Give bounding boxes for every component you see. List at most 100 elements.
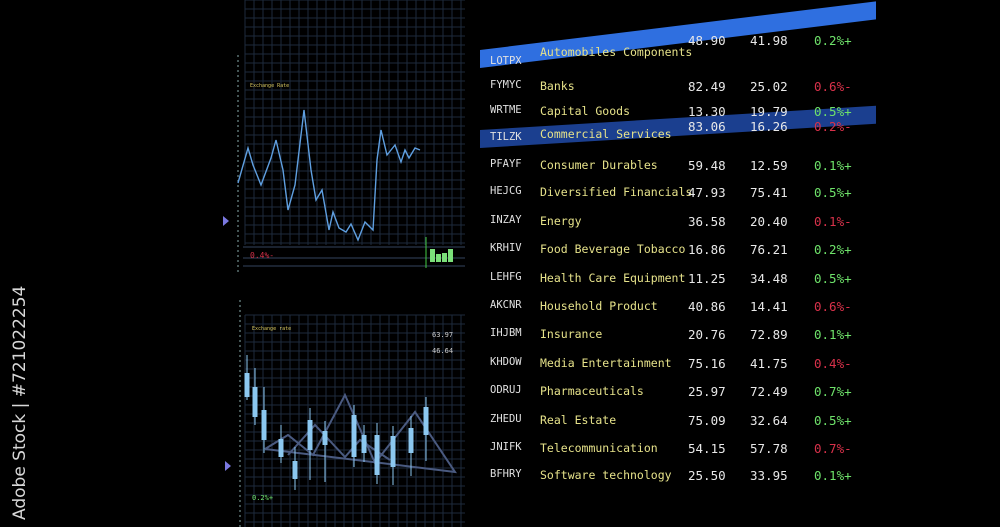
table-row[interactable]: PFAYF Consumer Durables 59.48 12.59 0.1%+ (480, 158, 880, 178)
bottom-chart-change: 0.2%+ (252, 494, 273, 502)
change-cell: 0.2%+ (814, 33, 852, 48)
table-row[interactable]: ZHEDU Real Estate 75.09 32.64 0.5%+ (480, 413, 880, 433)
table-row[interactable]: JNIFK Telecommunication 54.15 57.78 0.7%- (480, 441, 880, 461)
change-cell: 0.4%- (814, 356, 852, 371)
sector-quotes-table: LOTPX Automobiles Components 48.90 41.98 0.2… (480, 0, 880, 527)
value-cell: 34.48 (750, 271, 788, 286)
change-cell: 0.5%+ (814, 271, 852, 286)
bottom-chart-value-high: 63.97 (432, 331, 453, 339)
candle-body (361, 435, 367, 453)
candle-body (390, 436, 396, 467)
candle-body (244, 373, 250, 397)
change-cell: 0.1%+ (814, 327, 852, 342)
triangle-right-icon[interactable] (225, 461, 231, 471)
ticker-cell: TILZK (490, 131, 522, 143)
sector-name-cell: Telecommunication (540, 441, 658, 455)
sector-name-cell: Real Estate (540, 413, 617, 427)
price-cell: 75.09 (688, 413, 726, 428)
ticker-cell: WRTME (490, 104, 522, 116)
ticker-cell: LOTPX (490, 55, 522, 67)
candlestick-series (244, 355, 429, 490)
sector-name-cell: Diversified Financials (540, 185, 693, 199)
bottom-chart-grid (244, 314, 465, 527)
price-cell: 59.48 (688, 158, 726, 173)
table-row[interactable]: ODRUJ Pharmaceuticals 25.97 72.49 0.7%+ (480, 384, 880, 404)
table-row[interactable]: BFHRY Software technology 25.50 33.95 0.1%+ (480, 468, 880, 488)
sector-name-cell: Insurance (540, 327, 603, 341)
change-cell: 0.2%+ (814, 242, 852, 257)
bar-chart-icon (425, 237, 453, 268)
candle-body (307, 420, 313, 450)
top-chart-panel: Exchange Rate 0.4%- (223, 0, 465, 272)
ticker-cell: INZAY (490, 214, 522, 226)
table-row[interactable]: HEJCG Diversified Financials 47.93 75.41 0.5… (480, 185, 880, 205)
price-cell: 20.76 (688, 327, 726, 342)
value-cell: 76.21 (750, 242, 788, 257)
table-row[interactable]: WRTME Capital Goods 13.30 19.79 0.5%+ (480, 104, 880, 124)
change-cell: 0.5%+ (814, 104, 852, 119)
value-cell: 19.79 (750, 104, 788, 119)
ticker-cell: JNIFK (490, 441, 522, 453)
table-row[interactable]: KRHIV Food Beverage Tobacco 16.86 76.21 0.2%… (480, 242, 880, 262)
table-row[interactable]: LEHFG Health Care Equipment 11.25 34.48 0.5%… (480, 271, 880, 291)
price-cell: 25.97 (688, 384, 726, 399)
ticker-cell: FYMYC (490, 79, 522, 91)
value-cell: 20.40 (750, 214, 788, 229)
top-chart-change: 0.4%- (250, 251, 274, 260)
sector-name-cell: Software technology (540, 468, 672, 482)
value-cell: 57.78 (750, 441, 788, 456)
sector-name-cell: Media Entertainment (540, 356, 672, 370)
ticker-cell: BFHRY (490, 468, 522, 480)
candle-body (374, 435, 380, 475)
bottom-chart-label: Exchange rate (252, 326, 291, 332)
price-cell: 36.58 (688, 214, 726, 229)
value-cell: 16.26 (750, 119, 788, 134)
table-row[interactable]: INZAY Energy 36.58 20.40 0.1%- (480, 214, 880, 234)
stock-watermark: Adobe Stock | #721022254 (10, 285, 30, 520)
value-cell: 32.64 (750, 413, 788, 428)
value-cell: 12.59 (750, 158, 788, 173)
candle-body (292, 461, 298, 479)
table-row[interactable]: AKCNR Household Product 40.86 14.41 0.6%- (480, 299, 880, 319)
candle-body (423, 407, 429, 435)
candle-body (278, 439, 284, 457)
change-cell: 0.6%- (814, 79, 852, 94)
ticker-cell: LEHFG (490, 271, 522, 283)
ticker-cell: ZHEDU (490, 413, 522, 425)
change-cell: 0.7%+ (814, 384, 852, 399)
price-cell: 47.93 (688, 185, 726, 200)
candle-body (261, 410, 267, 440)
sector-name-cell: Food Beverage Tobacco (540, 242, 686, 256)
price-cell: 13.30 (688, 104, 726, 119)
ticker-cell: PFAYF (490, 158, 522, 170)
value-cell: 41.75 (750, 356, 788, 371)
sector-name-cell: Pharmaceuticals (540, 384, 644, 398)
table-row[interactable]: KHDOW Media Entertainment 75.16 41.75 0.4%- (480, 356, 880, 376)
sector-name-cell: Energy (540, 214, 582, 228)
bottom-chart-panel: Exchange rate 63.97 46.64 0.2%+ (225, 300, 465, 527)
ticker-cell: IHJBM (490, 327, 522, 339)
value-cell: 33.95 (750, 468, 788, 483)
change-cell: 0.1%+ (814, 158, 852, 173)
triangle-pattern (264, 392, 458, 474)
table-row[interactable]: TILZK Commercial Services 83.06 16.26 0.2%- (480, 119, 880, 151)
price-cell: 54.15 (688, 441, 726, 456)
table-row[interactable]: LOTPX Automobiles Components 48.90 41.98 0.2… (480, 33, 880, 75)
sector-name-cell: Household Product (540, 299, 658, 313)
change-cell: 0.5%+ (814, 185, 852, 200)
ticker-cell: HEJCG (490, 185, 522, 197)
price-cell: 25.50 (688, 468, 726, 483)
bottom-chart-value-low: 46.64 (432, 347, 453, 355)
value-cell: 14.41 (750, 299, 788, 314)
ticker-cell: KRHIV (490, 242, 522, 254)
price-cell: 11.25 (688, 271, 726, 286)
value-cell: 72.49 (750, 384, 788, 399)
table-row[interactable]: IHJBM Insurance 20.76 72.89 0.1%+ (480, 327, 880, 347)
change-cell: 0.7%- (814, 441, 852, 456)
candle-body (322, 431, 328, 445)
value-cell: 75.41 (750, 185, 788, 200)
table-row[interactable]: FYMYC Banks 82.49 25.02 0.6%- (480, 79, 880, 99)
triangle-right-icon[interactable] (223, 216, 229, 226)
price-cell: 83.06 (688, 119, 726, 134)
price-cell: 75.16 (688, 356, 726, 371)
